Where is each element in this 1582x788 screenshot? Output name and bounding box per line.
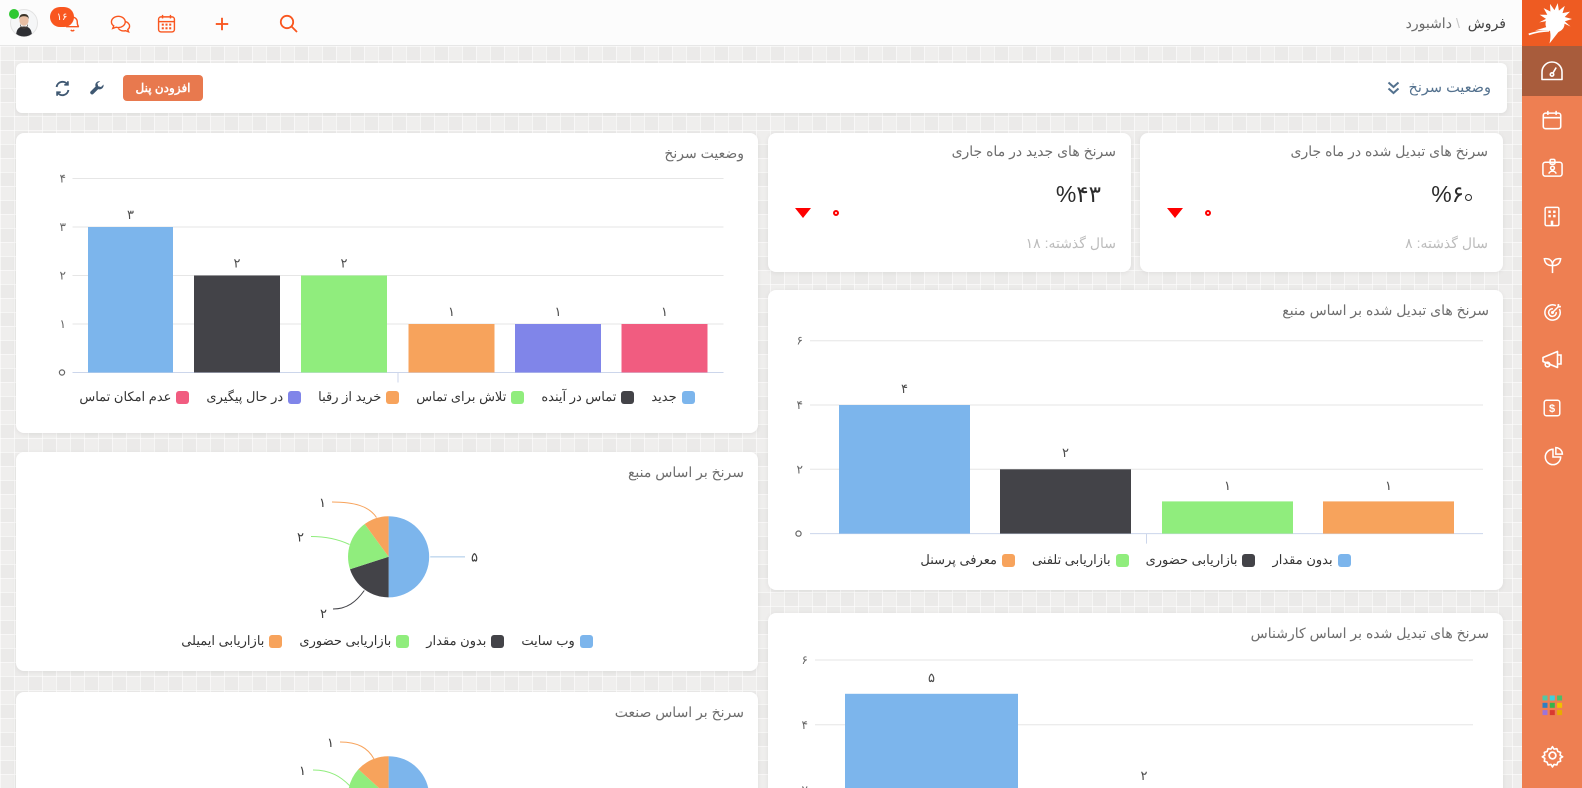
svg-text:۴: ۴: [802, 718, 808, 732]
svg-text:۱: ۱: [319, 495, 326, 510]
svg-text:۲: ۲: [60, 269, 66, 283]
svg-text:۶: ۶: [802, 653, 808, 667]
svg-text:۱: ۱: [1224, 478, 1231, 493]
svg-text:۳: ۳: [127, 207, 134, 222]
svg-text:۱: ۱: [1385, 478, 1392, 493]
svg-text:۵: ۵: [928, 670, 935, 685]
svg-text:۴: ۴: [901, 381, 908, 396]
svg-text:۲: ۲: [341, 256, 348, 271]
svg-text:۲: ۲: [1141, 768, 1148, 783]
svg-text:۳: ۳: [60, 220, 67, 234]
svg-text:۱: ۱: [448, 304, 455, 319]
svg-text:۱: ۱: [555, 304, 562, 319]
svg-text:۲: ۲: [234, 256, 241, 271]
svg-text:۶: ۶: [797, 334, 803, 348]
svg-text:۲: ۲: [297, 530, 304, 545]
svg-text:$: $: [1549, 403, 1555, 415]
svg-text:۴: ۴: [60, 172, 66, 186]
svg-text:۱: ۱: [661, 304, 668, 319]
svg-text:۱: ۱: [60, 317, 66, 331]
svg-text:۵: ۵: [471, 550, 478, 565]
svg-text:۲: ۲: [1062, 445, 1069, 460]
svg-text:۴: ۴: [797, 398, 803, 412]
svg-text:۲: ۲: [320, 606, 327, 621]
svg-text:۲: ۲: [797, 462, 803, 476]
svg-text:۲: ۲: [802, 783, 808, 788]
svg-text:۱: ۱: [327, 735, 334, 750]
svg-text:۱: ۱: [299, 763, 306, 778]
